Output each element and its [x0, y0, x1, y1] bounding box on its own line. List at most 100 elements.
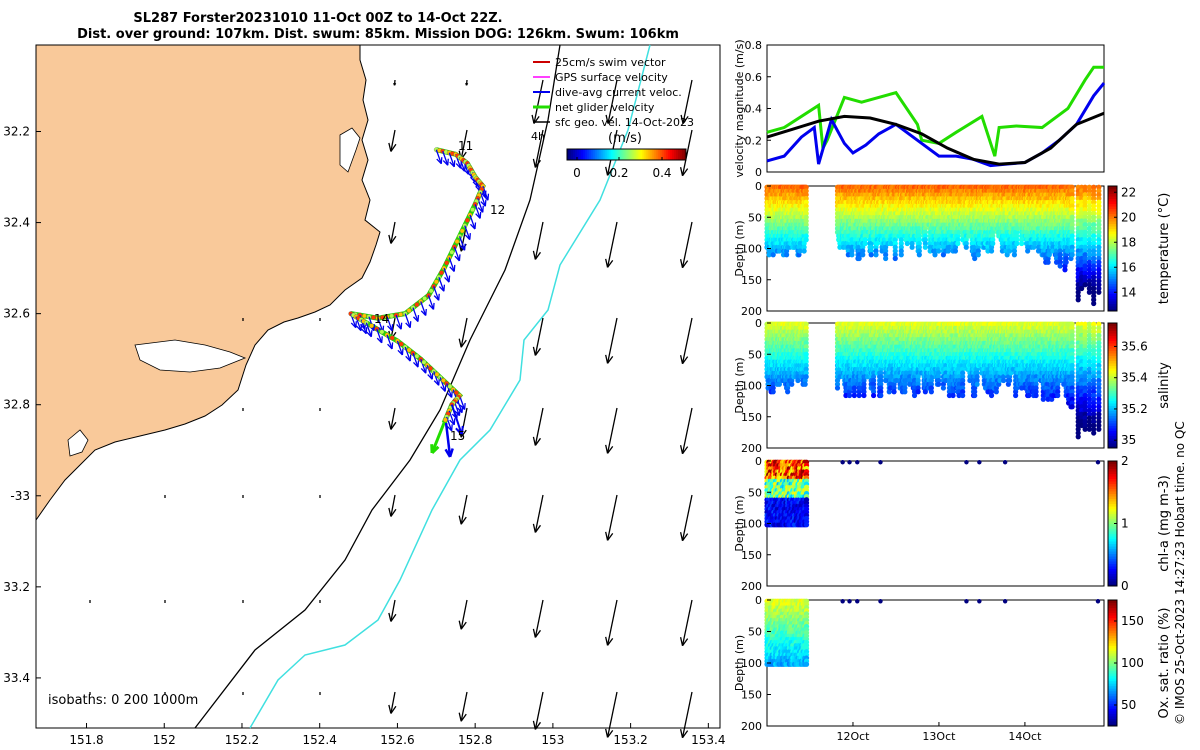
land: [35, 44, 381, 522]
track-dot: [454, 390, 459, 395]
map-colorbar-seg: [664, 149, 667, 160]
profile-dot: [803, 374, 809, 380]
profile-dot: [1069, 252, 1075, 258]
profile-dot: [1091, 300, 1097, 307]
map-colorbar-seg: [640, 149, 643, 160]
dive-current-arrow: [420, 301, 427, 316]
velocity-series-line: [766, 111, 1105, 166]
title-line1: SL287 Forster20231010 11-Oct 00Z to 14-O…: [133, 11, 502, 26]
track-dot: [389, 313, 394, 319]
section-ytick-label: 0: [755, 180, 762, 193]
profile-dot: [849, 244, 855, 250]
track-dot: [406, 347, 412, 353]
profile-dot: [856, 244, 862, 250]
map-colorbar-seg: [652, 149, 655, 160]
profile-dot: [803, 188, 809, 194]
profile-dot: [988, 248, 995, 254]
map-colorbar-seg: [578, 149, 582, 160]
map-colorbar-seg: [608, 149, 612, 160]
isobath-1000m: [249, 44, 651, 729]
geo-arrow: [605, 317, 618, 364]
profile-dot: [868, 244, 874, 250]
track-dot: [428, 365, 433, 371]
track-dot: [421, 359, 427, 365]
map-colorbar-seg: [680, 149, 683, 160]
profile-dot: [1057, 263, 1063, 269]
section-colorbar-tick-label: 14: [1121, 285, 1136, 299]
isobath-200m: [194, 44, 561, 729]
profile-dot: [849, 248, 855, 254]
profile-dot: [803, 225, 809, 232]
map-colorbar-seg: [684, 149, 687, 160]
profile-dot: [803, 199, 809, 205]
legend-geo-label: sfc geo. vel. 14-Oct-2023: [555, 116, 694, 129]
profile-dot: [797, 244, 803, 250]
map-colorbar-seg: [614, 149, 618, 160]
geo-arrow: [388, 407, 397, 430]
map-colorbar-frame: [566, 148, 687, 161]
profile-dot: [868, 248, 874, 254]
map-ticks: 151.8 152 152.2 152.4 152.6 152.8 153 153.2 153.…: [3, 125, 725, 747]
map-legend: 25cm/s swim vector GPS surface velocity …: [531, 56, 694, 146]
map-colorbar-seg: [588, 149, 592, 160]
track-dot: [414, 353, 420, 359]
profile-dot: [952, 248, 959, 254]
dive-current-arrow: [396, 340, 404, 356]
profile-dot: [789, 381, 795, 387]
map-colorbar-seg: [606, 149, 610, 160]
track-dot: [459, 228, 465, 234]
velocity-ytick-label: 0.2: [745, 134, 763, 147]
profile-dot: [860, 248, 866, 254]
profile-dot: [904, 233, 910, 239]
geo-arrow: [388, 494, 397, 517]
dive-current-arrow: [376, 328, 383, 344]
map-colorbar-seg: [616, 149, 620, 160]
map-colorbar-seg: [668, 149, 671, 160]
map-colorbar-seg: [612, 149, 616, 160]
profile-dot: [892, 244, 898, 250]
dive-current-arrow: [420, 358, 427, 374]
geo-arrow: [679, 407, 693, 455]
legend-gps-label: GPS surface velocity: [555, 71, 668, 84]
dive-current-arrow: [412, 307, 420, 323]
geo-arrow: [388, 221, 397, 244]
geo-arrow: [679, 494, 693, 542]
profile-dot: [1045, 259, 1051, 265]
profile-dot: [1019, 240, 1025, 247]
dive-current-arrow: [438, 277, 446, 292]
geo-arrow: [532, 691, 544, 730]
dive-current-arrow: [443, 267, 451, 283]
profile-dot: [834, 385, 841, 391]
track-dot: [362, 313, 367, 319]
dive-current-arrow: [365, 322, 373, 338]
profile-dot: [803, 192, 809, 198]
map-colorbar: 0 0.2 0.4: [566, 148, 687, 180]
section-colorbar-tick-label: 22: [1121, 185, 1136, 199]
velocity-ytick-label: 0.8: [745, 39, 763, 52]
track-dot: [380, 315, 385, 320]
profile-dot: [892, 255, 898, 262]
map-xtick-label: 152: [153, 733, 176, 747]
velocity-ytick-label: 0: [755, 166, 762, 179]
track-dot: [389, 335, 395, 341]
geo-arrow: [532, 317, 544, 356]
map-ytick-label: 32.8: [3, 398, 30, 412]
profile-dot: [1096, 289, 1102, 295]
map-xtick-label: 152.8: [458, 733, 492, 747]
map-ytick-label: 33.2: [3, 580, 30, 594]
profile-dot: [845, 248, 851, 254]
profile-dot: [803, 229, 809, 235]
profile-dot: [837, 244, 843, 250]
track-dot: [441, 378, 446, 383]
dive-current-arrow: [395, 314, 403, 330]
profile-dot: [785, 389, 791, 395]
map-colorbar-seg: [638, 149, 641, 160]
dive-current-arrow: [442, 151, 449, 166]
profile-dot: [862, 237, 868, 243]
profile-dot: [803, 222, 809, 228]
profile-dot: [803, 184, 809, 190]
geo-arrow: [532, 221, 544, 260]
profile-dot: [803, 214, 809, 220]
dive-current-arrow: [450, 404, 464, 436]
